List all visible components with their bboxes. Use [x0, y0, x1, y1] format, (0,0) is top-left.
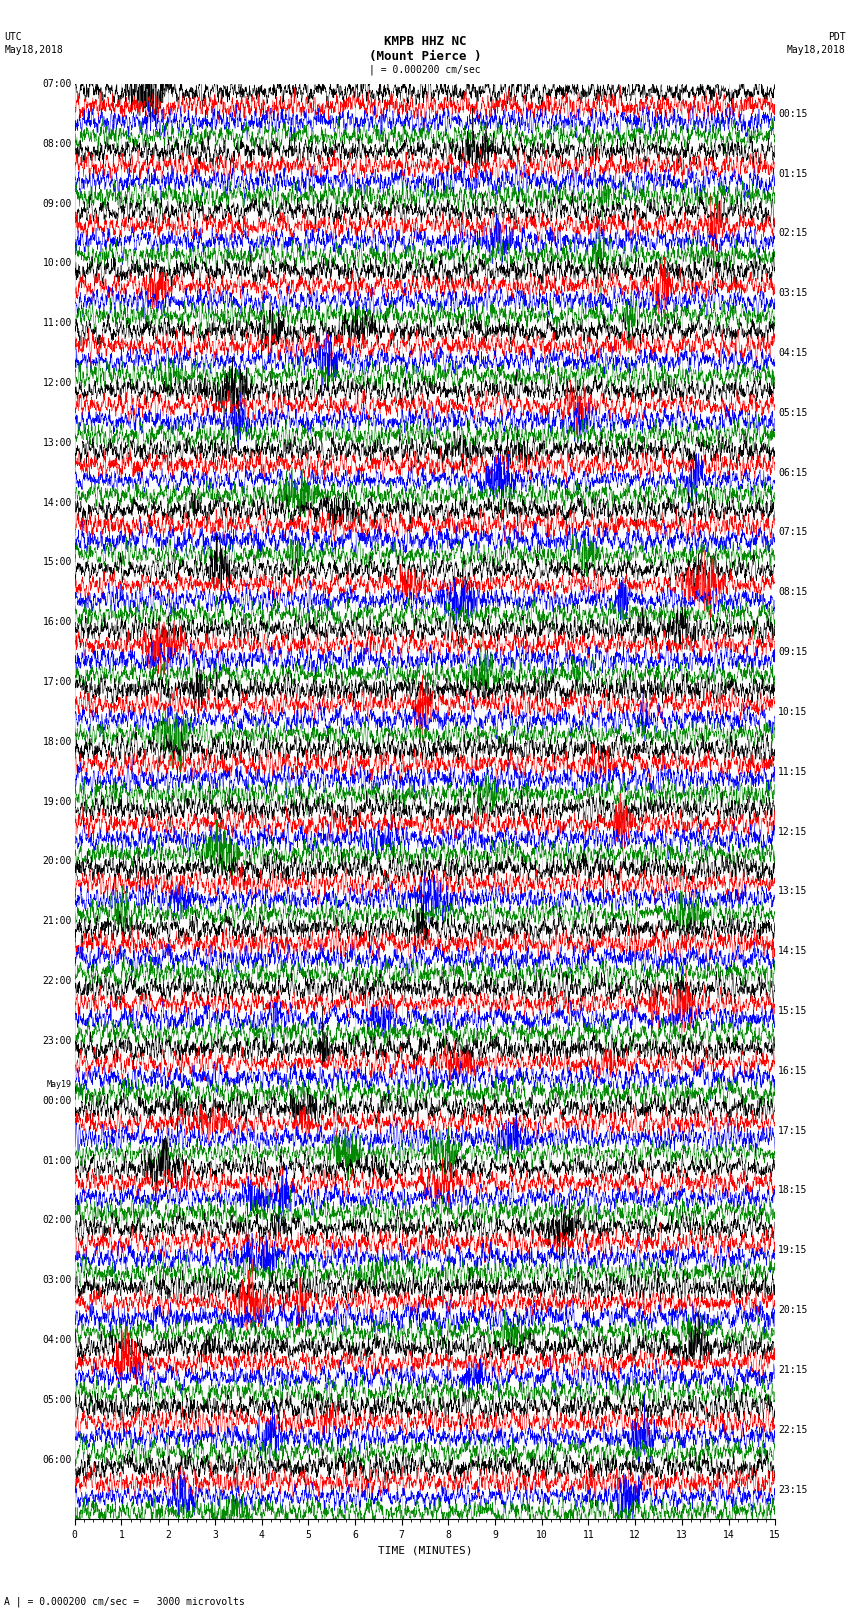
Text: 06:00: 06:00 — [42, 1455, 72, 1465]
Text: 05:15: 05:15 — [778, 408, 807, 418]
Text: 17:00: 17:00 — [42, 677, 72, 687]
Text: 07:00: 07:00 — [42, 79, 72, 89]
Text: 12:15: 12:15 — [778, 826, 807, 837]
Text: 01:00: 01:00 — [42, 1155, 72, 1166]
Text: 21:15: 21:15 — [778, 1365, 807, 1374]
Text: KMPB HHZ NC: KMPB HHZ NC — [383, 35, 467, 48]
Text: 17:15: 17:15 — [778, 1126, 807, 1136]
Text: 14:15: 14:15 — [778, 947, 807, 957]
Text: May18,2018: May18,2018 — [787, 45, 846, 55]
Text: 10:15: 10:15 — [778, 706, 807, 716]
Text: 16:00: 16:00 — [42, 618, 72, 627]
Text: 00:00: 00:00 — [42, 1095, 72, 1107]
Text: (Mount Pierce ): (Mount Pierce ) — [369, 50, 481, 63]
Text: 12:00: 12:00 — [42, 377, 72, 389]
Text: 03:15: 03:15 — [778, 289, 807, 298]
Text: 13:15: 13:15 — [778, 887, 807, 897]
Text: 04:15: 04:15 — [778, 348, 807, 358]
Text: 19:15: 19:15 — [778, 1245, 807, 1255]
Text: 20:15: 20:15 — [778, 1305, 807, 1315]
Text: UTC: UTC — [4, 32, 22, 42]
Text: 18:00: 18:00 — [42, 737, 72, 747]
Text: 11:00: 11:00 — [42, 318, 72, 327]
Text: 15:00: 15:00 — [42, 558, 72, 568]
Text: 02:15: 02:15 — [778, 229, 807, 239]
Text: 01:15: 01:15 — [778, 169, 807, 179]
Text: 05:00: 05:00 — [42, 1395, 72, 1405]
Text: 10:00: 10:00 — [42, 258, 72, 268]
Text: 21:00: 21:00 — [42, 916, 72, 926]
Text: 08:15: 08:15 — [778, 587, 807, 597]
Text: 13:00: 13:00 — [42, 437, 72, 448]
Text: A | = 0.000200 cm/sec =   3000 microvolts: A | = 0.000200 cm/sec = 3000 microvolts — [4, 1595, 245, 1607]
Text: 11:15: 11:15 — [778, 766, 807, 777]
Text: 22:15: 22:15 — [778, 1424, 807, 1434]
Text: 00:15: 00:15 — [778, 108, 807, 119]
Text: 15:15: 15:15 — [778, 1007, 807, 1016]
Text: 23:15: 23:15 — [778, 1484, 807, 1495]
Text: May18,2018: May18,2018 — [4, 45, 63, 55]
Text: 03:00: 03:00 — [42, 1276, 72, 1286]
Text: May19: May19 — [47, 1081, 72, 1089]
Text: 09:15: 09:15 — [778, 647, 807, 656]
Text: 14:00: 14:00 — [42, 497, 72, 508]
Text: 23:00: 23:00 — [42, 1036, 72, 1045]
Text: 04:00: 04:00 — [42, 1336, 72, 1345]
Text: 20:00: 20:00 — [42, 857, 72, 866]
X-axis label: TIME (MINUTES): TIME (MINUTES) — [377, 1545, 473, 1555]
Text: PDT: PDT — [828, 32, 846, 42]
Text: 02:00: 02:00 — [42, 1215, 72, 1226]
Text: 08:00: 08:00 — [42, 139, 72, 148]
Text: 07:15: 07:15 — [778, 527, 807, 537]
Text: 22:00: 22:00 — [42, 976, 72, 986]
Text: 19:00: 19:00 — [42, 797, 72, 806]
Text: 09:00: 09:00 — [42, 198, 72, 208]
Text: | = 0.000200 cm/sec: | = 0.000200 cm/sec — [369, 65, 481, 76]
Text: 18:15: 18:15 — [778, 1186, 807, 1195]
Text: 16:15: 16:15 — [778, 1066, 807, 1076]
Text: 06:15: 06:15 — [778, 468, 807, 477]
